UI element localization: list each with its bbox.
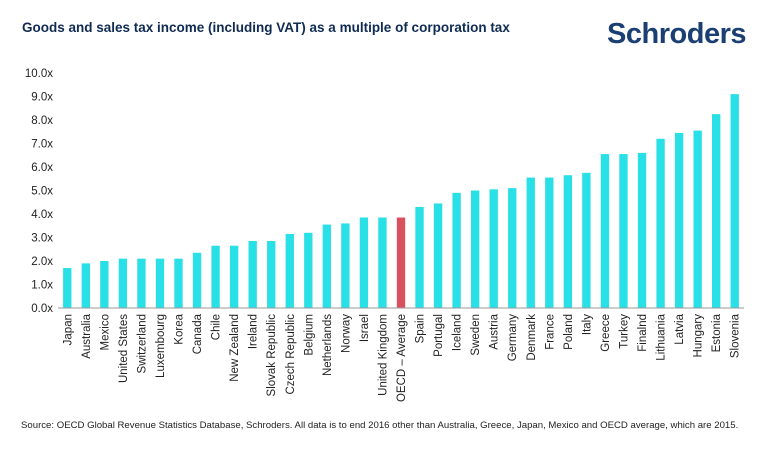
bar: [489, 189, 498, 308]
x-category-label: Ireland: [248, 314, 260, 349]
x-category-label: Sweden: [470, 314, 482, 356]
bar: [285, 233, 294, 308]
x-category-label: Korea: [174, 313, 186, 344]
bar: [322, 224, 332, 308]
x-category-label: United Kingdom: [377, 314, 389, 396]
x-category-label: Mexico: [99, 314, 111, 350]
bar: [192, 252, 202, 308]
x-category-label: Iceland: [452, 314, 464, 351]
y-tick-label: 2.0x: [31, 256, 53, 268]
y-tick-label: 8.0x: [31, 115, 53, 127]
bar: [656, 138, 665, 308]
y-tick-label: 9.0x: [31, 92, 53, 104]
bar: [267, 241, 276, 308]
x-category-label: Netherlands: [322, 314, 334, 376]
x-category-label: Latvia: [674, 313, 686, 344]
chart-title: Goods and sales tax income (including VA…: [22, 20, 510, 35]
y-tick-label: 6.0x: [31, 162, 53, 174]
bar: [81, 263, 90, 308]
bar: [582, 172, 591, 309]
x-category-label: OECD – Average: [396, 314, 408, 402]
x-category-label: Lithuania: [656, 313, 668, 360]
y-tick-label: 5.0x: [31, 186, 53, 198]
y-axis: 0.0x 1.0x 2.0x 3.0x 4.0x 5.0x 6.0x 7.0x 8.0x 9.0x…: [25, 68, 53, 315]
x-category-label: Austria: [489, 313, 501, 349]
bar: [63, 268, 72, 308]
bar: [229, 245, 239, 308]
bar: [508, 188, 517, 308]
source-note: Source: OECD Global Revenue Statistics D…: [21, 420, 739, 431]
x-category-label: Norway: [340, 314, 352, 353]
x-category-label: Chile: [211, 314, 223, 340]
bar: [619, 154, 628, 308]
brand-logo: Schroders: [607, 18, 746, 50]
x-category-label: United States: [118, 314, 130, 383]
x-category-label: Italy: [581, 314, 593, 335]
y-tick-label: 10.0x: [25, 68, 53, 80]
bar: [378, 217, 387, 308]
x-category-label: Canada: [192, 313, 204, 354]
bar: [248, 241, 257, 308]
bar: [693, 130, 702, 308]
bar: [526, 177, 535, 308]
bar: [155, 258, 165, 308]
bar-chart: 0.0x 1.0x 2.0x 3.0x 4.0x 5.0x 6.0x 7.0x 8.0x 9.0x…: [25, 68, 744, 402]
x-category-label: Turkey: [618, 314, 630, 349]
x-category-label: Slovenia: [730, 313, 742, 358]
bar: [452, 192, 461, 308]
y-tick-label: 1.0x: [31, 280, 53, 292]
bar: [341, 223, 350, 308]
bar: [211, 245, 220, 308]
y-tick-label: 4.0x: [31, 209, 53, 221]
x-category-label: Belgium: [303, 314, 315, 356]
bar: [433, 203, 443, 308]
x-category-label: Japan: [62, 314, 74, 345]
y-tick-label: 3.0x: [31, 233, 53, 245]
bar: [359, 217, 369, 308]
bar: [174, 258, 183, 308]
bar: [100, 261, 109, 308]
bar: [415, 206, 424, 308]
bars: [63, 94, 739, 309]
y-tick-label: 7.0x: [31, 139, 53, 151]
bar: [637, 152, 647, 308]
x-category-label: Hungary: [693, 314, 705, 358]
bar: [137, 258, 146, 308]
x-category-label: Spain: [415, 314, 427, 343]
bar-highlight: [396, 217, 406, 308]
x-axis-labels: Japan Australia Mexico United States Switzer…: [62, 313, 741, 402]
bar: [304, 232, 313, 308]
x-category-label: Poland: [563, 314, 575, 350]
bar: [545, 177, 554, 308]
x-category-label: Denmark: [526, 314, 538, 361]
bar: [118, 258, 128, 308]
bar: [712, 114, 721, 309]
bar: [600, 154, 610, 308]
bar: [674, 132, 684, 308]
x-category-label: Slovak Republic: [266, 314, 278, 397]
y-tick-label: 0.0x: [31, 303, 53, 315]
x-category-label: Portugal: [433, 314, 445, 357]
x-category-label: France: [544, 314, 556, 350]
bar: [563, 175, 573, 308]
x-category-label: Israel: [359, 314, 371, 342]
x-category-label: Czech Republic: [285, 314, 297, 395]
x-category-label: Finalnd: [637, 314, 649, 352]
x-category-label: Greece: [600, 314, 612, 352]
bar: [470, 190, 480, 308]
x-category-label: Germany: [507, 314, 519, 362]
bar: [730, 94, 739, 309]
x-category-label: Australia: [81, 313, 93, 358]
x-category-label: New Zealand: [229, 314, 241, 382]
x-category-label: Luxembourg: [155, 314, 167, 378]
x-category-label: Switzerland: [136, 314, 148, 373]
x-category-label: Estonia: [711, 313, 723, 352]
